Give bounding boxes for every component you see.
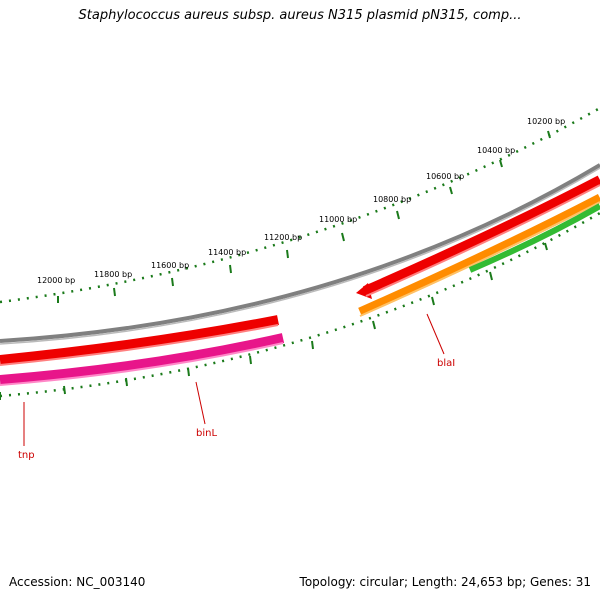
ruler-label-10600: 10600 bp [426, 172, 464, 181]
ruler-labels: 10200 bp 10400 bp 10600 bp 10800 bp 1100… [37, 117, 565, 285]
ruler-major-ticks [57, 130, 551, 303]
ruler-label-11600: 11600 bp [151, 261, 189, 270]
map-title: Staphylococcus aureus subsp. aureus N315… [78, 8, 522, 23]
ruler-label-11200: 11200 bp [264, 233, 302, 242]
ruler-label-10200: 10200 bp [527, 117, 565, 126]
inner-major-ticks [0, 242, 548, 400]
ruler-label-10400: 10400 bp [477, 146, 515, 155]
gene-label-tnp[interactable]: tnp [18, 450, 35, 461]
ruler-label-10800: 10800 bp [373, 195, 411, 204]
accession-text: Accession: NC_003140 [9, 575, 146, 589]
gene-leader-lines [23, 313, 445, 446]
gene-label-binL[interactable]: binL [196, 428, 217, 439]
backbone-arc [0, 163, 600, 343]
binL-feature [0, 333, 285, 385]
forward-feature-right [362, 175, 600, 296]
ruler-label-12000: 12000 bp [37, 276, 75, 285]
gene-label-blaI[interactable]: blaI [437, 358, 455, 369]
ruler-label-11800: 11800 bp [94, 270, 132, 279]
topology-text: Topology: circular; Length: 24,653 bp; G… [299, 575, 591, 589]
ruler-label-11400: 11400 bp [208, 248, 246, 257]
blaI-feature [358, 194, 600, 317]
ruler-dotted-arc [0, 106, 600, 304]
ruler-label-11000: 11000 bp [319, 215, 357, 224]
green-feature [468, 203, 600, 273]
forward-feature-left [0, 315, 279, 365]
